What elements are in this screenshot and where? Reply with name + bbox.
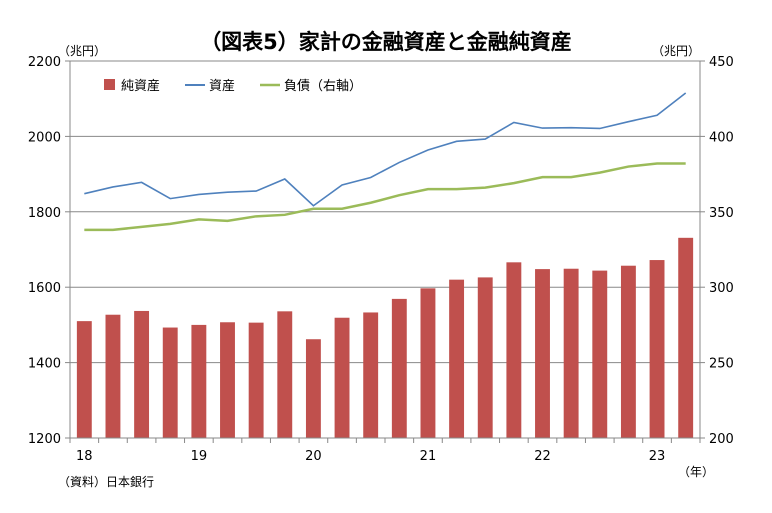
right-axis-unit: （兆円） — [652, 44, 700, 58]
right-tick-label: 350 — [709, 206, 734, 221]
bar-net-assets — [563, 268, 579, 438]
right-tick-label: 400 — [709, 130, 734, 145]
x-axis-unit: （年） — [678, 465, 714, 479]
line-assets — [84, 92, 687, 207]
bar-net-assets — [363, 312, 379, 438]
x-tick-label: 22 — [534, 449, 551, 464]
chart-title: （図表5）家計の金融資産と金融純資産 — [200, 30, 572, 54]
legend-label-assets: 資産 — [209, 78, 235, 94]
left-tick-label: 2000 — [28, 130, 61, 145]
bar-net-assets — [678, 237, 694, 438]
x-tick-label: 18 — [76, 449, 93, 464]
legend-swatch-net-assets — [104, 79, 115, 90]
bar-net-assets — [191, 324, 207, 438]
right-tick-label: 250 — [709, 357, 734, 372]
bar-net-assets — [162, 327, 178, 438]
legend: 純資産 資産 負債（右軸） — [104, 78, 362, 94]
bar-net-assets — [535, 269, 550, 438]
bar-net-assets — [248, 322, 264, 438]
legend-label-liabilities: 負債（右軸） — [284, 79, 362, 94]
line-series — [84, 92, 687, 232]
bar-net-assets — [449, 279, 465, 438]
x-axis-ticks: 18 19 20 21 22 23 — [69, 438, 701, 464]
bar-net-assets — [420, 288, 436, 438]
left-tick-label: 2200 — [28, 55, 61, 70]
bar-net-assets — [220, 322, 235, 438]
left-tick-label: 1200 — [28, 432, 61, 447]
legend-label-net-assets: 純資産 — [121, 78, 160, 94]
bar-net-assets — [105, 314, 121, 438]
x-tick-label: 21 — [420, 449, 437, 464]
bar-net-assets — [305, 339, 321, 438]
left-tick-label: 1400 — [28, 357, 61, 372]
x-tick-label: 19 — [191, 449, 208, 464]
x-tick-label: 20 — [305, 449, 322, 464]
bar-net-assets — [391, 298, 407, 438]
right-axis-ticks: 200 250 300 350 400 450 — [700, 55, 734, 447]
line-liabilities — [84, 162, 686, 232]
right-tick-label: 450 — [709, 55, 734, 70]
bar-net-assets — [134, 310, 150, 438]
net-assets-bars — [76, 237, 694, 438]
right-tick-label: 300 — [709, 281, 734, 296]
bar-net-assets — [477, 277, 493, 438]
left-axis-unit: （兆円） — [58, 44, 106, 58]
bar-net-assets — [592, 270, 608, 438]
bar-net-assets — [620, 265, 636, 438]
x-tick-label: 23 — [649, 449, 666, 464]
bar-net-assets — [506, 262, 522, 438]
bar-net-assets — [76, 321, 92, 438]
bar-net-assets — [649, 260, 665, 438]
left-tick-label: 1800 — [28, 206, 61, 221]
left-tick-label: 1600 — [28, 281, 61, 296]
bar-net-assets — [334, 317, 350, 438]
left-axis-ticks: 1200 1400 1600 1800 2000 2200 — [28, 55, 70, 447]
bar-net-assets — [277, 311, 293, 438]
right-tick-label: 200 — [709, 432, 734, 447]
source-note: （資料）日本銀行 — [58, 475, 154, 489]
